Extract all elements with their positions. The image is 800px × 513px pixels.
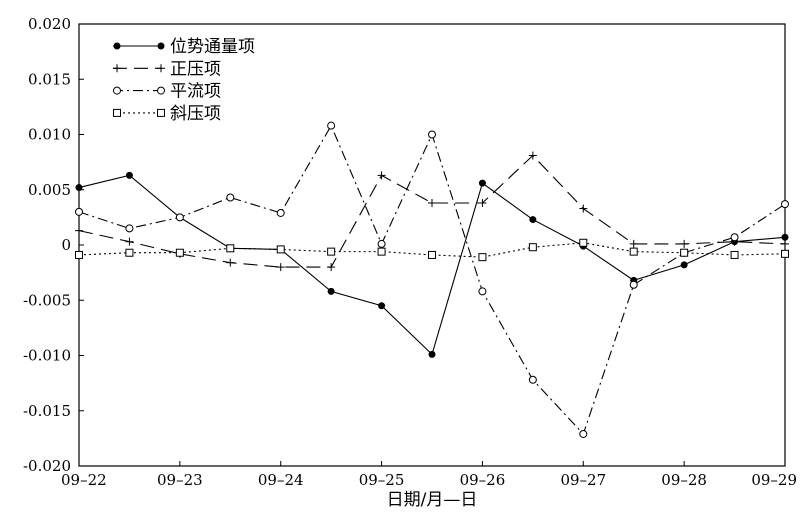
data-point	[276, 263, 285, 272]
legend-label: 位势通量项	[170, 37, 255, 57]
x-tick-label: 09–26	[460, 471, 506, 489]
data-point	[377, 171, 386, 180]
x-axis-label: 日期/月—日	[387, 490, 478, 510]
data-point	[478, 199, 487, 208]
data-point	[377, 239, 386, 248]
legend-item: 位势通量项	[113, 37, 255, 57]
data-point	[125, 248, 134, 257]
series-line	[78, 124, 786, 436]
y-tick-label: 0.020	[28, 15, 71, 33]
data-point	[579, 238, 588, 247]
data-point	[781, 233, 789, 241]
data-point	[781, 249, 789, 258]
x-tick-label: 09–28	[661, 471, 707, 489]
data-point	[75, 207, 83, 216]
data-point	[113, 64, 121, 73]
data-point	[113, 86, 121, 95]
data-point	[528, 243, 537, 252]
data-point	[629, 280, 638, 289]
x-tick-label: 09–29	[751, 471, 797, 489]
data-point	[157, 64, 165, 73]
data-point	[428, 130, 436, 139]
y-tick-label: 0.015	[28, 70, 71, 88]
axes: 0.020 0.015 0.010 0.005 0 -0.005 -0.010 -0.015 -…	[23, 15, 797, 489]
x-tick-label: 09–22	[61, 471, 107, 489]
data-point	[327, 263, 336, 272]
y-tick-label: 0.005	[28, 181, 71, 199]
data-point	[157, 42, 165, 50]
data-point	[478, 253, 487, 262]
data-point	[478, 287, 487, 296]
series-3	[75, 238, 789, 262]
legend-label: 正压项	[170, 59, 221, 79]
data-point	[175, 248, 184, 257]
data-point	[730, 233, 739, 242]
y-tick-label: -0.020	[23, 457, 71, 475]
data-point	[75, 226, 83, 235]
data-point	[276, 208, 285, 217]
data-point	[377, 247, 386, 256]
data-point	[428, 199, 436, 208]
x-tick-label: 09–25	[359, 471, 405, 489]
x-tick-label: 09–23	[157, 471, 203, 489]
data-point	[730, 250, 739, 259]
data-point	[125, 171, 133, 179]
legend-item: 斜压项	[113, 104, 221, 124]
data-point	[680, 239, 689, 248]
series-1	[75, 151, 789, 272]
x-tick-label: 09–27	[560, 471, 606, 489]
data-point	[125, 224, 134, 233]
y-tick-label: 0.010	[28, 126, 71, 144]
legend-label: 平流项	[170, 82, 221, 102]
y-tick-label: -0.015	[23, 402, 71, 420]
data-point	[528, 151, 537, 160]
data-point	[781, 200, 789, 209]
data-point	[113, 108, 121, 117]
data-point	[327, 121, 336, 130]
legend-item: 平流项	[113, 82, 221, 102]
series-line	[78, 154, 786, 268]
data-point	[378, 302, 386, 310]
x-tick-label: 09–24	[258, 471, 304, 489]
data-point	[125, 237, 134, 246]
data-point	[579, 204, 588, 213]
data-point	[781, 239, 789, 248]
series-2	[75, 121, 789, 438]
data-point	[478, 179, 486, 187]
data-point	[276, 245, 285, 254]
data-point	[629, 239, 638, 248]
series-layer	[75, 121, 789, 438]
data-point	[528, 375, 537, 384]
y-tick-label: -0.010	[23, 347, 71, 365]
y-tick-label: -0.005	[23, 291, 71, 309]
data-point	[75, 184, 83, 192]
data-point	[428, 250, 436, 259]
data-point	[680, 248, 689, 257]
data-point	[113, 42, 121, 50]
data-point	[327, 247, 336, 256]
data-point	[579, 429, 588, 438]
data-point	[75, 250, 83, 259]
data-point	[157, 108, 165, 117]
data-point	[529, 216, 537, 224]
y-tick-label: 0	[61, 236, 71, 254]
data-point	[226, 193, 235, 202]
data-point	[226, 244, 235, 253]
series-line	[78, 242, 786, 258]
data-point	[629, 247, 638, 256]
data-point	[680, 261, 688, 269]
data-point	[428, 350, 436, 358]
data-point	[327, 287, 335, 295]
legend-label: 斜压项	[170, 104, 221, 124]
data-point	[157, 86, 165, 95]
data-point	[175, 213, 184, 222]
data-point	[226, 258, 235, 267]
legend-item: 正压项	[113, 59, 221, 79]
